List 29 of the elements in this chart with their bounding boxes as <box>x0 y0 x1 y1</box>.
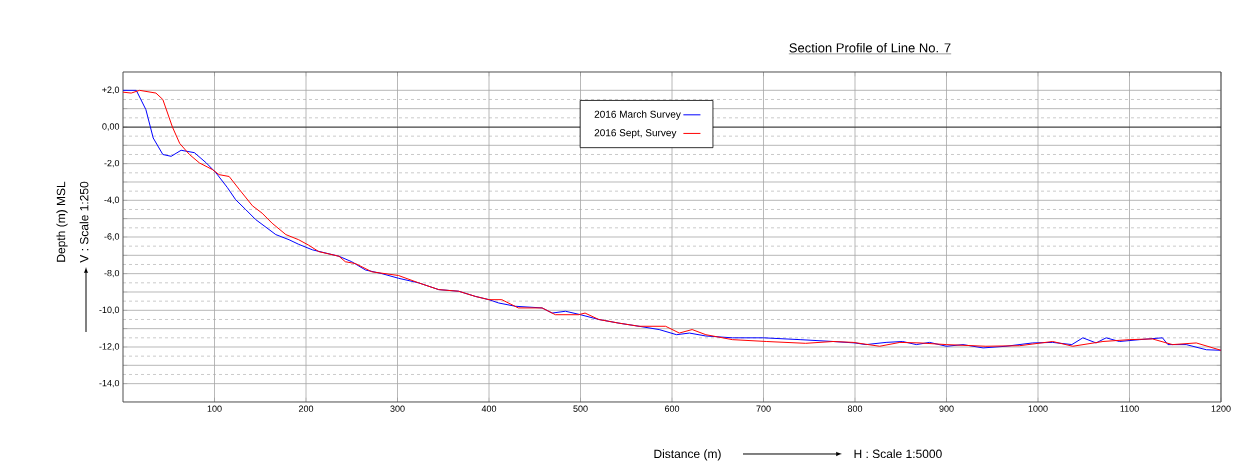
y-tick-label: +2,0 <box>102 86 120 95</box>
x-tick-label: 1100 <box>1120 405 1139 412</box>
line-series <box>123 89 1221 351</box>
x-tick-label: 800 <box>847 405 863 412</box>
x-axis-title: Distance (m) <box>654 449 721 461</box>
y-tick-label: -8,0 <box>104 269 120 278</box>
x-tick-label: 1200 <box>1211 405 1231 412</box>
y-tick-label: -6,0 <box>104 233 120 241</box>
x-tick-label: 1000 <box>1028 405 1048 412</box>
x-tick-label: 900 <box>939 405 954 412</box>
x-tick-label: 300 <box>390 405 405 412</box>
y-tick-label: -14,0 <box>99 379 120 388</box>
y-tick-label: 0,00 <box>102 123 120 131</box>
legend-label: 2016 March Survey <box>594 110 681 120</box>
y-tick-label: -10,0 <box>99 306 120 315</box>
y-tick-label: -12,0 <box>99 343 120 351</box>
y-axis-title: Depth (m) MSL <box>56 181 68 262</box>
x-tick-label: 400 <box>481 405 497 412</box>
x-tick-label: 200 <box>298 405 314 412</box>
y-tick-label: -2,0 <box>104 159 120 168</box>
text: V : Scale 1:250 <box>79 181 89 263</box>
x-tick-label: 600 <box>664 405 680 412</box>
legend-label: 2016 Sept, Survey <box>594 129 677 139</box>
x-tick-label: 100 <box>207 405 222 412</box>
chart-title: Section Profile of Line No. 7 <box>789 42 951 53</box>
y-tick-label: -4,0 <box>104 196 120 205</box>
x-tick-label: 700 <box>756 405 771 412</box>
x-tick-label: 500 <box>573 405 588 412</box>
text: H : Scale 1:5000 <box>854 449 942 459</box>
